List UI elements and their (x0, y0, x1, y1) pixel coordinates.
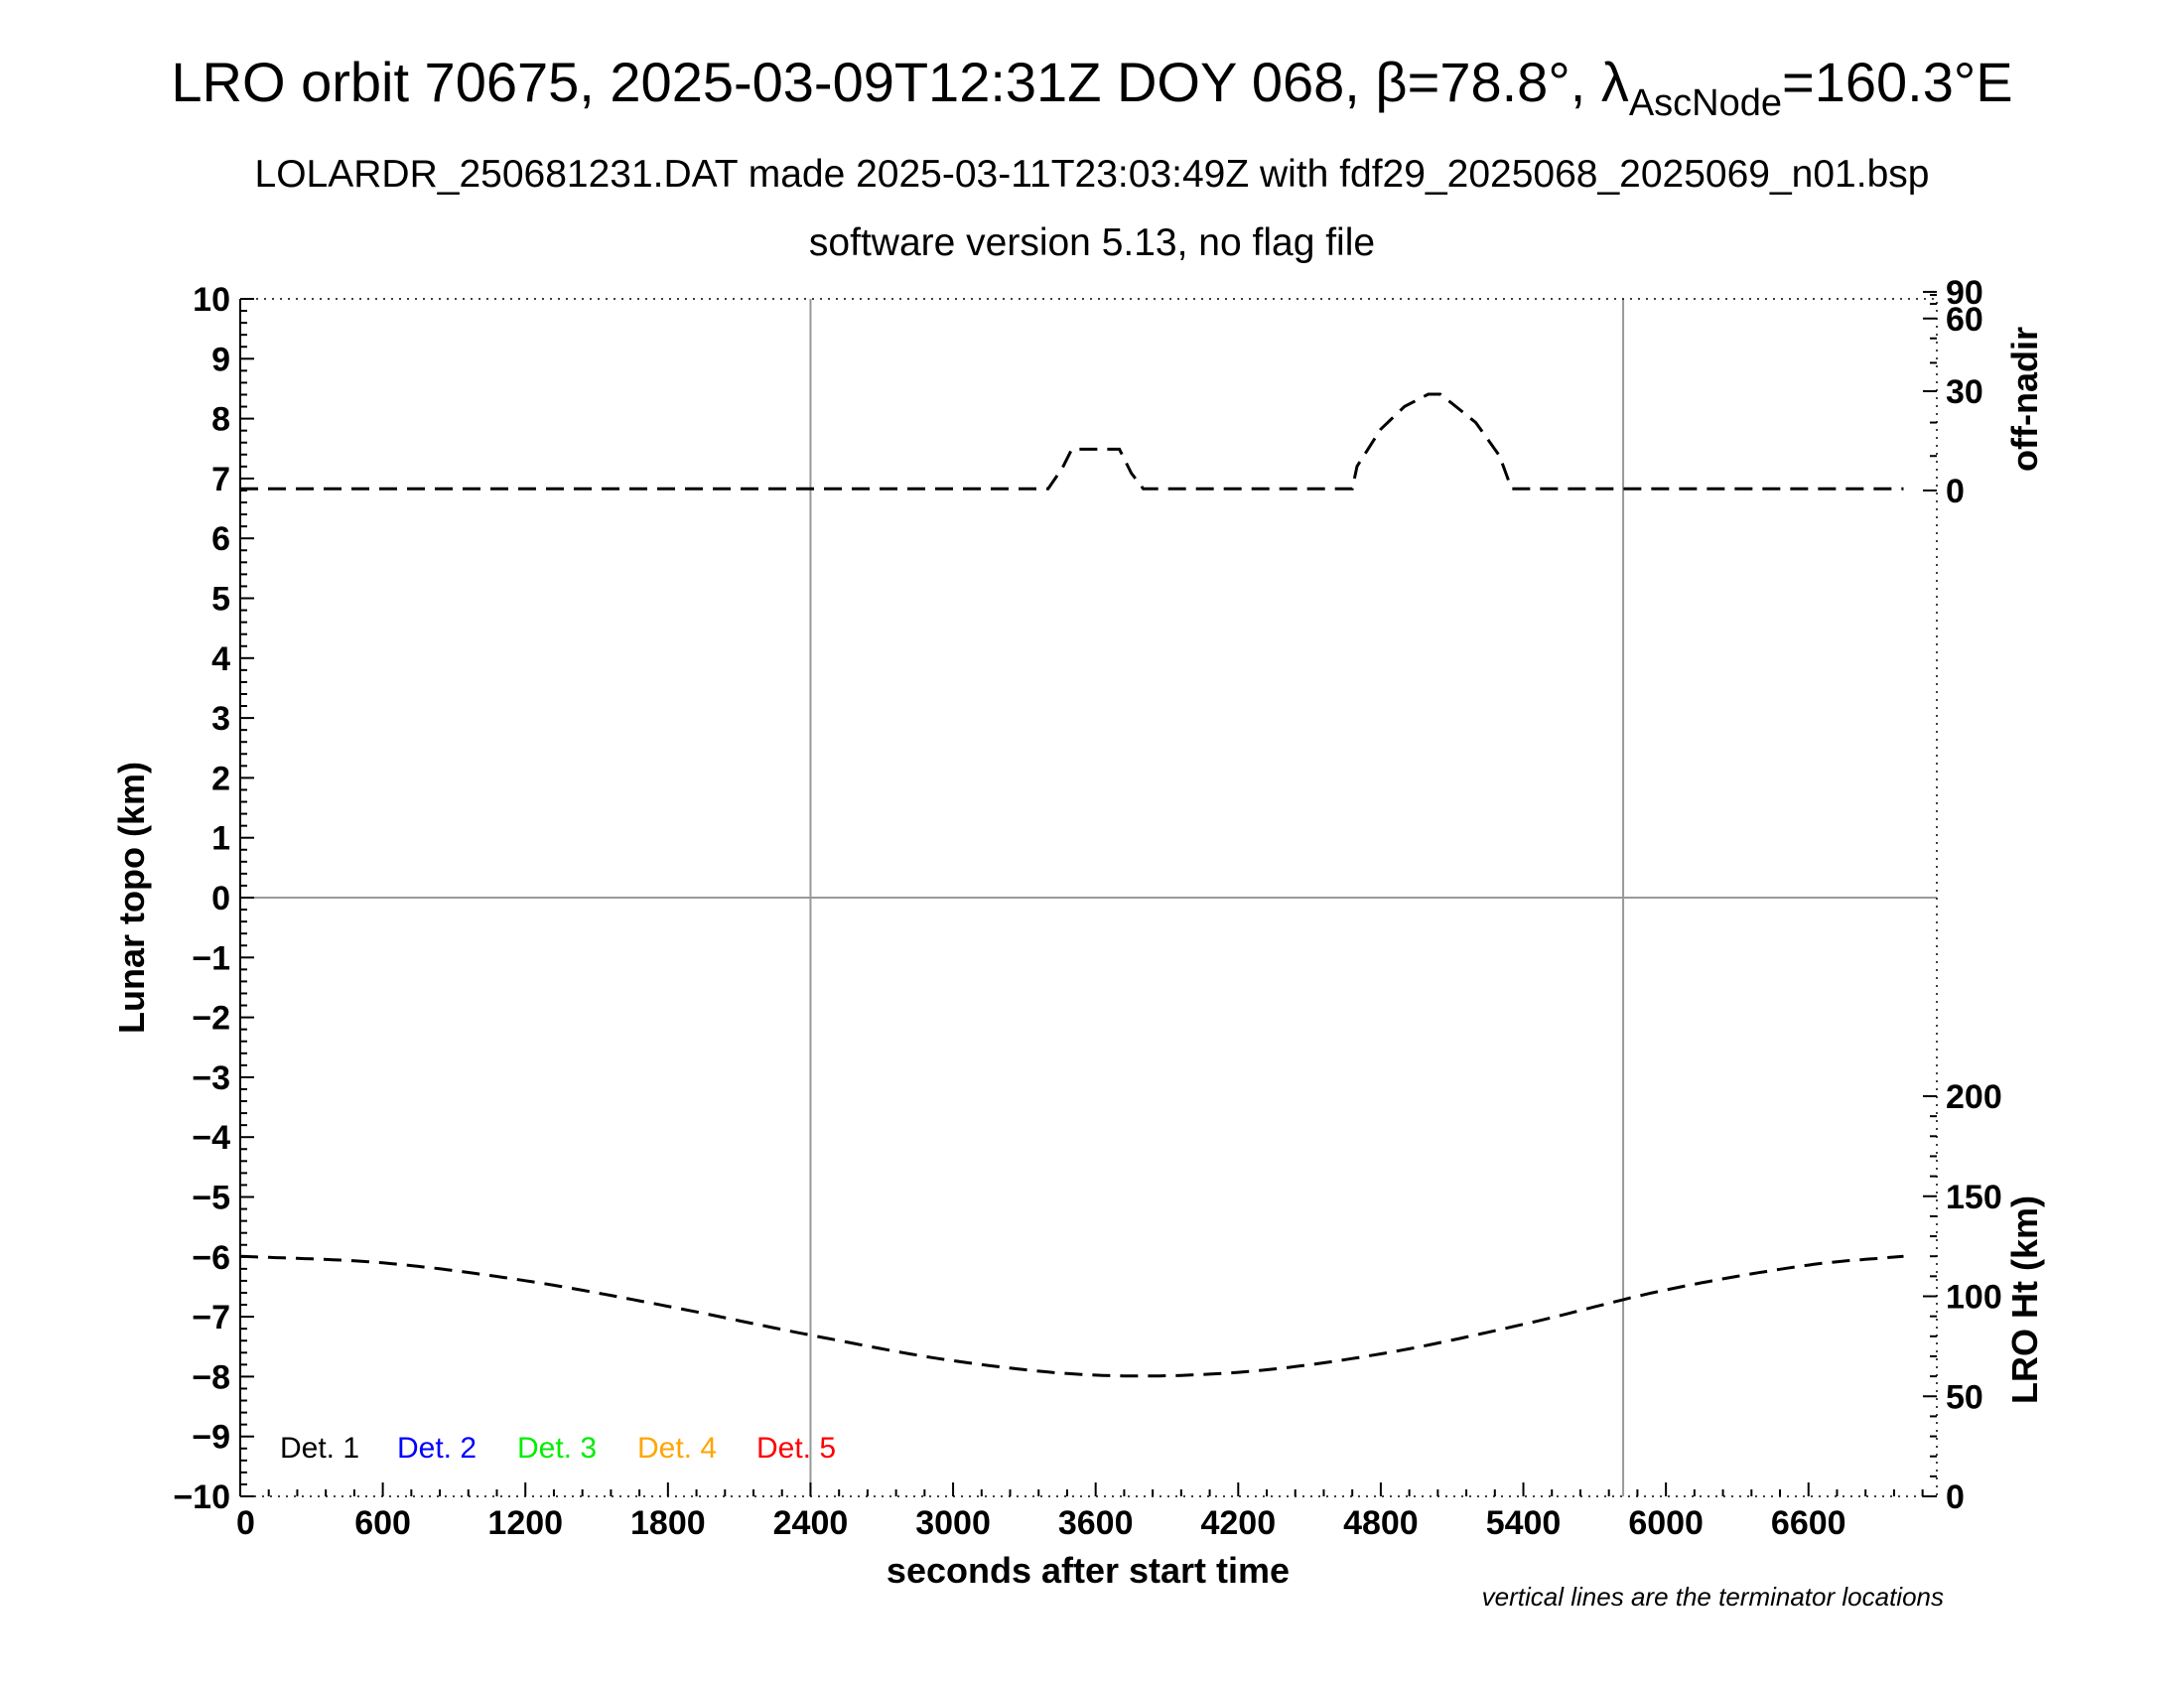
y-tick-label: −2 (192, 1000, 230, 1038)
right-nadir-label: 60 (1946, 301, 1983, 339)
y-tick-label: −8 (192, 1358, 230, 1396)
chart-title: LRO orbit 70675, 2025-03-09T12:31Z DOY 0… (171, 51, 2012, 124)
y-axis-title-right-bottom: LRO Ht (km) (2004, 1196, 2045, 1404)
y-tick-label: 8 (211, 401, 230, 439)
x-tick-label: 1200 (487, 1504, 563, 1542)
x-tick-label: 600 (354, 1504, 411, 1542)
right-nadir-label: 0 (1946, 473, 1965, 510)
x-tick-label: 4800 (1343, 1504, 1419, 1542)
series-lines (239, 392, 1904, 1378)
x-tick-label: 4200 (1200, 1504, 1276, 1542)
legend-entry: Det. 4 (637, 1432, 717, 1465)
right-nadir-label: 90 (1946, 274, 1983, 312)
minor-ticks (239, 290, 1937, 1497)
y-tick-label: −3 (192, 1059, 230, 1097)
y-tick-label: −4 (192, 1119, 230, 1157)
y-tick-label: 9 (211, 341, 230, 378)
legend-entry: Det. 2 (397, 1432, 477, 1465)
y-tick-label: 7 (211, 461, 230, 498)
right-ht-label: 0 (1946, 1478, 1965, 1516)
right-nadir-label: 30 (1946, 373, 1983, 411)
y-tick-label: 1 (211, 820, 230, 858)
x-tick-label: 6000 (1628, 1504, 1704, 1542)
right-ht-label: 200 (1946, 1078, 2002, 1116)
x-tick-labels: 0 600 1200 1800 2400 3000 3600 4200 4800 5400 6000… (236, 1504, 1846, 1542)
x-tick-label: 1800 (630, 1504, 706, 1542)
terminator-note: vertical lines are the terminator locati… (1482, 1582, 1944, 1612)
y-tick-label: −1 (192, 939, 230, 977)
x-tick-label: 0 (236, 1504, 255, 1542)
y-axis-title-left: Lunar topo (km) (111, 762, 152, 1034)
legend: Det. 1 Det. 2 Det. 3 Det. 4 Det. 5 (280, 1432, 836, 1465)
x-tick-label: 2400 (773, 1504, 849, 1542)
y-tick-label: 6 (211, 520, 230, 558)
x-tick-label: 3600 (1058, 1504, 1134, 1542)
y-tick-label: 5 (211, 581, 230, 619)
plot-frame (239, 298, 1938, 1497)
right-ht-label: 50 (1946, 1378, 1983, 1416)
y-tick-label: −5 (192, 1180, 230, 1217)
chart-subtitle-1: LOLARDR_250681231.DAT made 2025-03-11T23… (255, 153, 1930, 196)
legend-entry: Det. 3 (517, 1432, 597, 1465)
y-tick-label: −9 (192, 1419, 230, 1457)
grid-lines (240, 299, 1937, 1496)
x-tick-label: 3000 (915, 1504, 991, 1542)
y-tick-label: −10 (173, 1478, 230, 1516)
legend-entry: Det. 5 (756, 1432, 836, 1465)
y-tick-label: −7 (192, 1299, 230, 1336)
y-tick-label: 4 (211, 640, 230, 678)
legend-entry: Det. 1 (280, 1432, 359, 1465)
series-line-1 (239, 1254, 1904, 1378)
chart-subtitle-2: software version 5.13, no flag file (809, 221, 1375, 264)
right-ht-label: 100 (1946, 1279, 2002, 1317)
x-tick-label: 6600 (1771, 1504, 1846, 1542)
y-tick-label: 3 (211, 700, 230, 738)
y-tick-label: 10 (193, 281, 230, 319)
right-ht-label: 150 (1946, 1179, 2002, 1216)
x-tick-label: 5400 (1486, 1504, 1562, 1542)
y-tick-label: −6 (192, 1239, 230, 1277)
y-axis-title-right-top: off-nadir (2004, 327, 2045, 472)
series-line-0 (240, 392, 1904, 491)
y-tick-label: 0 (211, 880, 230, 917)
x-axis-title: seconds after start time (887, 1550, 1290, 1591)
y-tick-label: 2 (211, 760, 230, 797)
